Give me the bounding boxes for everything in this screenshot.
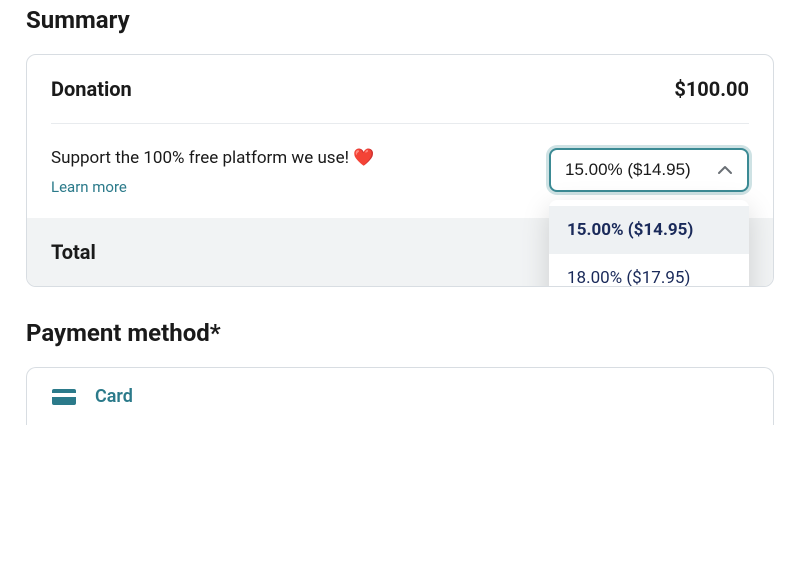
donation-amount: $100.00 bbox=[674, 77, 749, 101]
tip-option-0[interactable]: 15.00% ($14.95) bbox=[549, 206, 749, 254]
summary-heading: Summary bbox=[26, 6, 774, 34]
tip-option-1[interactable]: 18.00% ($17.95) bbox=[549, 254, 749, 287]
chevron-up-icon bbox=[717, 164, 733, 176]
payment-option-card[interactable]: Card bbox=[26, 367, 774, 425]
payment-heading: Payment method* bbox=[26, 319, 774, 347]
tip-select-value: 15.00% ($14.95) bbox=[565, 160, 691, 180]
summary-card: Donation $100.00 Support the 100% free p… bbox=[26, 54, 774, 287]
donation-label: Donation bbox=[51, 77, 132, 101]
support-row: Support the 100% free platform we use! ❤… bbox=[27, 124, 773, 218]
tip-dropdown: 15.00% ($14.95) 18.00% ($17.95) 20.00% (… bbox=[549, 200, 749, 287]
total-label: Total bbox=[51, 240, 96, 264]
tip-select-container: 15.00% ($14.95) 15.00% ($14.95) 18.00% (… bbox=[549, 148, 749, 192]
tip-select-button[interactable]: 15.00% ($14.95) bbox=[549, 148, 749, 192]
support-text: Support the 100% free platform we use! ❤… bbox=[51, 148, 374, 168]
learn-more-link[interactable]: Learn more bbox=[51, 178, 374, 196]
credit-card-icon bbox=[51, 387, 77, 407]
payment-card-label: Card bbox=[95, 386, 133, 407]
donation-row: Donation $100.00 bbox=[51, 55, 749, 124]
